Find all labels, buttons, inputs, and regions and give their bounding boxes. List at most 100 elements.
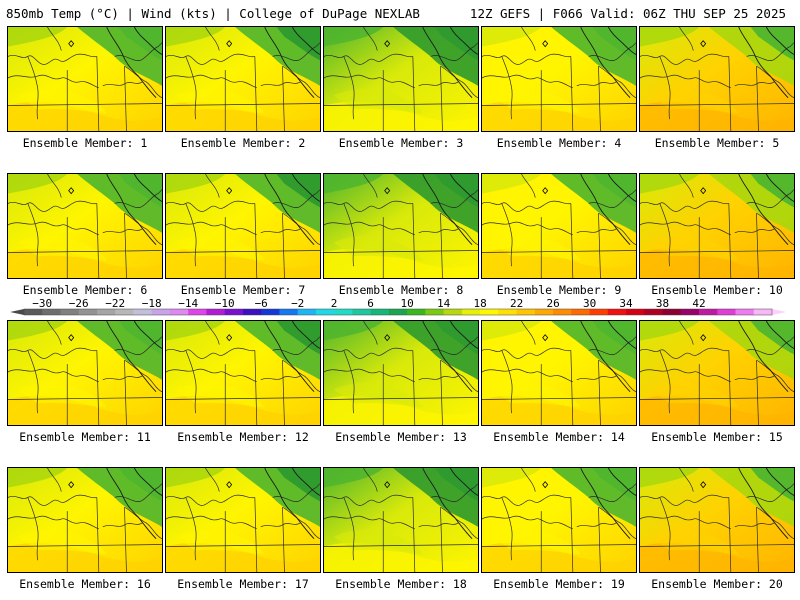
colorbar-tick-label: 10 [400,297,413,310]
station-diamond-icon [700,334,707,342]
map-boundary-line [482,368,573,383]
map-boundary-line [282,65,320,98]
station-diamond-icon [542,334,549,342]
map-boundary-line [640,103,794,106]
colorbar-tick-label: 42 [692,297,705,310]
temperature-field-map [640,321,794,425]
map-boundary-line [440,212,478,245]
isotherm-contour [264,27,315,98]
colorbar-swatch [279,309,299,315]
map-boundary-line [124,65,162,98]
ensemble-member-label: Ensemble Member: 3 [338,136,464,150]
map-boundary-line [343,350,355,414]
temperature-field-map [482,27,636,131]
isotherm-contour [291,27,320,55]
map-boundary-line [698,56,759,131]
temperature-colorbar: −30 −26 −22 −18 −14 −10 −6 −2 2 6 10 14 18 22 26 30 34 38… [8,297,788,321]
map-boundary-line [640,347,729,359]
map-boundary-line [640,53,729,65]
colorbar-swatch [589,309,609,315]
map-boundary-line [166,494,255,506]
map-boundary-line [363,468,378,492]
map-boundary-line [576,522,617,528]
map-boundary-line [8,74,99,89]
map-boundary-line [756,359,794,392]
map-boundary-line [8,200,97,212]
map-boundary-line [124,359,162,392]
ensemble-member-label: Ensemble Member: 18 [335,577,467,591]
map-boundary-line [205,174,220,198]
map-boundary-line [501,203,513,267]
map-boundary-line [47,321,62,345]
map-boundary-line [324,347,413,359]
map-boundary-line [521,321,536,345]
map-boundary-line [482,74,573,89]
ensemble-map-panel [639,320,795,426]
colorbar-swatch [407,309,426,315]
temperature-field-map [482,174,636,278]
isotherm-contour [580,174,631,245]
ensemble-member-label: Ensemble Member: 13 [335,430,467,444]
ensemble-map-panel [481,173,637,279]
map-boundary-line [324,250,478,253]
map-boundary-line [482,53,571,65]
isotherm-contour [106,321,157,392]
temperature-field-map [324,27,478,131]
colorbar-swatch [370,309,390,315]
ensemble-member-label: Ensemble Member: 12 [177,430,309,444]
map-boundary-line [482,221,573,236]
station-diamond-icon [226,334,233,342]
map-boundary-line [343,497,355,561]
map-boundary-line [166,368,257,383]
map-boundary-line [640,494,729,506]
isotherm-contour [738,27,789,98]
map-boundary-line [482,347,571,359]
map-boundary-line [185,203,197,267]
colorbar-swatch [644,309,663,315]
ensemble-member-label: Ensemble Member: 15 [651,430,783,444]
temperature-field-map [8,174,162,278]
isotherm-contour [264,174,315,245]
ensemble-member-label: Ensemble Member: 9 [496,283,622,297]
colorbar-tick-label: −22 [105,297,125,310]
map-boundary-line [324,515,415,530]
isotherm-contour [607,27,636,55]
isotherm-contour [133,27,162,55]
map-boundary-line [679,174,694,198]
map-boundary-line [576,81,617,87]
ensemble-map-panel [639,173,795,279]
map-boundary-line [659,56,671,120]
temperature-field-map [482,468,636,572]
map-boundary-line [659,350,671,414]
map-boundary-line [8,347,97,359]
isotherm-contour [133,321,162,349]
isotherm-contour [738,174,789,245]
map-boundary-line [521,468,536,492]
map-boundary-line [282,506,320,539]
map-boundary-line [8,544,162,547]
map-boundary-line [343,56,355,120]
map-boundary-line [576,375,617,381]
temperature-field-map [166,468,320,572]
map-boundary-line [8,368,99,383]
colorbar-swatch [388,309,408,315]
map-boundary-line [282,359,320,392]
temperature-field-map [8,468,162,572]
ensemble-map-panel [481,320,637,426]
colorbar-low-arrow [10,309,24,315]
map-boundary-line [482,515,573,530]
map-boundary-line [540,497,601,572]
temperature-field-map [640,174,794,278]
map-boundary-line [102,228,143,234]
colorbar-outline [23,308,773,316]
map-boundary-line [324,103,478,106]
map-boundary-line [166,74,257,89]
colorbar-swatch [151,309,171,315]
map-boundary-line [482,494,571,506]
isotherm-contour [580,468,631,539]
ensemble-map-panel [7,26,163,132]
colorbar-swatch [717,309,736,315]
ensemble-member-label: Ensemble Member: 2 [180,136,306,150]
map-boundary-line [8,397,162,400]
ensemble-map-panel [7,320,163,426]
